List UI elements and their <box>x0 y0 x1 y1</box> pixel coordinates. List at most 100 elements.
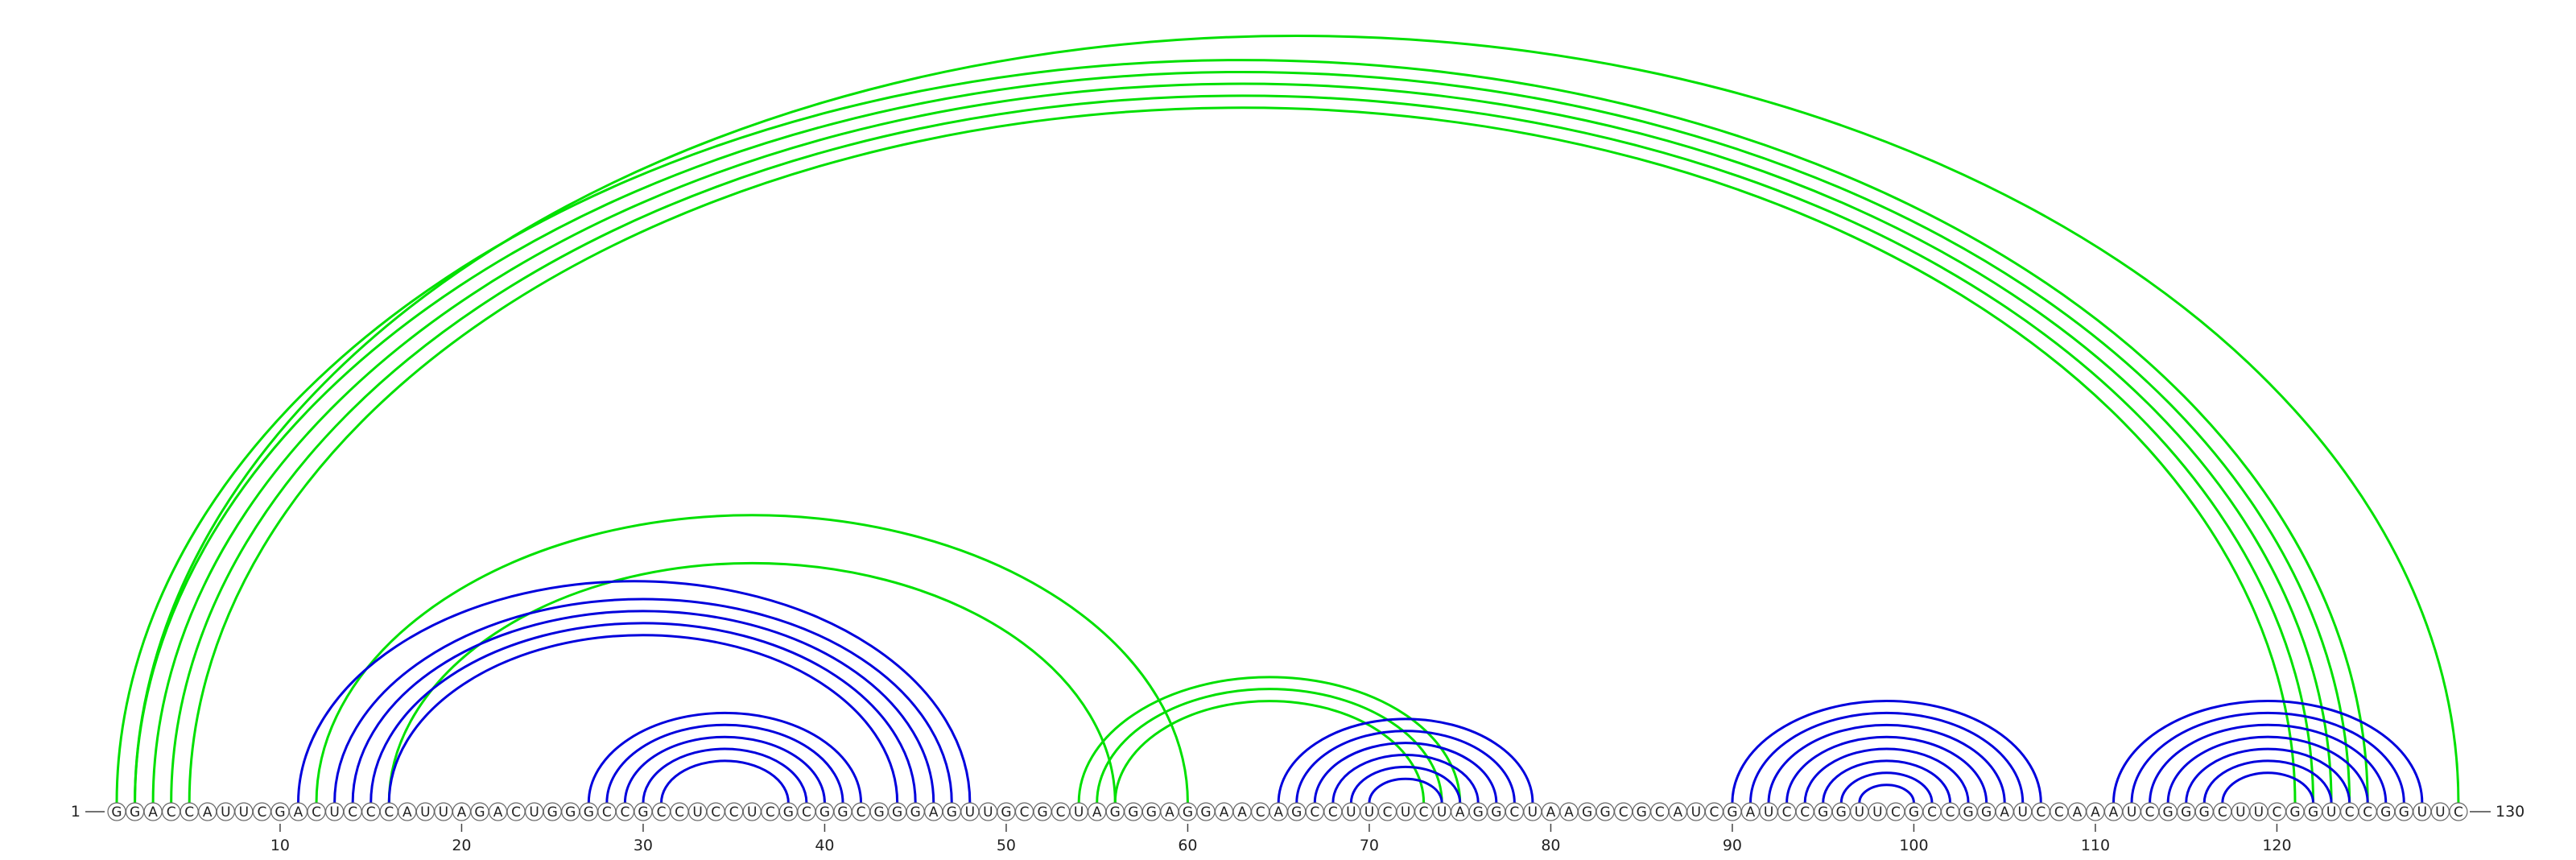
base-pair-arc <box>369 622 917 804</box>
nucleotide: C <box>620 804 630 821</box>
nucleotide: C <box>312 804 321 821</box>
nucleotide: G <box>584 804 594 821</box>
base-pair-arc <box>1077 676 1462 804</box>
nucleotide: U <box>2435 804 2445 821</box>
nucleotide: U <box>692 804 702 821</box>
nucleotide: A <box>203 804 213 821</box>
base-pair-arc <box>1803 747 1970 804</box>
base-pair-arc <box>2112 700 2424 804</box>
nucleotide: U <box>329 804 339 821</box>
nucleotide: C <box>1509 804 1519 821</box>
nucleotide: A <box>148 804 158 821</box>
nucleotide: C <box>1328 804 1338 821</box>
nucleotide: G <box>1291 804 1302 821</box>
nucleotide: C <box>602 804 612 821</box>
nucleotide: G <box>1637 804 1647 821</box>
nucleotide: G <box>1183 804 1193 821</box>
base-pair-arc <box>1313 742 1498 804</box>
nucleotide: U <box>1401 804 1410 821</box>
nucleotide: G <box>2163 804 2174 821</box>
nucleotide: U <box>1346 804 1356 821</box>
nucleotide: U <box>1855 804 1864 821</box>
nucleotide: A <box>929 804 939 821</box>
base-pair-arc <box>1822 759 1952 804</box>
base-pair-arc <box>1839 771 1934 804</box>
nucleotide: C <box>1782 804 1792 821</box>
nucleotide: C <box>1619 804 1629 821</box>
nucleotide: G <box>2308 804 2318 821</box>
nucleotide: U <box>420 804 430 821</box>
nucleotide: C <box>1946 804 1955 821</box>
tick-label: 90 <box>1723 837 1742 854</box>
nucleotide: G <box>1836 804 1847 821</box>
nucleotide: C <box>366 804 376 821</box>
nucleotide: U <box>1074 804 1084 821</box>
nucleotide: C <box>802 804 811 821</box>
nucleotide: C <box>1383 804 1393 821</box>
base-pair-arc <box>2149 723 2388 804</box>
nucleotide: G <box>1727 804 1737 821</box>
tick-label: 70 <box>1360 837 1379 854</box>
nucleotide: A <box>2091 804 2100 821</box>
nucleotide: U <box>2254 804 2264 821</box>
base-pair-arc <box>1368 777 1443 804</box>
nucleotide: A <box>1455 804 1465 821</box>
nucleotide: U <box>2127 804 2136 821</box>
nucleotide: G <box>111 804 122 821</box>
nucleotide: C <box>1056 804 1066 821</box>
nucleotide: C <box>729 804 739 821</box>
nucleotide: G <box>1491 804 1501 821</box>
nucleotide: C <box>1891 804 1901 821</box>
nucleotide: C <box>511 804 521 821</box>
nucleotide: G <box>1473 804 1484 821</box>
nucleotide: G <box>1909 804 1919 821</box>
nucleotide: U <box>2018 804 2028 821</box>
nucleotide: U <box>965 804 975 821</box>
nucleotide: A <box>493 804 503 821</box>
nucleotide: G <box>947 804 957 821</box>
nucleotide: G <box>2199 804 2210 821</box>
base-pair-arc <box>642 747 808 804</box>
tick-label: 120 <box>2262 837 2291 854</box>
base-pair-arc <box>587 711 863 804</box>
nucleotide: G <box>1128 804 1138 821</box>
nucleotide: U <box>2235 804 2245 821</box>
nucleotide: C <box>657 804 667 821</box>
tick-label: 100 <box>1899 837 1928 854</box>
nucleotide: G <box>1981 804 1992 821</box>
base-pair-arc <box>2166 735 2369 804</box>
nucleotide: C <box>1800 804 1810 821</box>
nucleotide: G <box>2181 804 2191 821</box>
nucleotide: C <box>1655 804 1665 821</box>
base-pair-arc <box>351 610 935 804</box>
tick-label: 110 <box>2081 837 2110 854</box>
nucleotide: C <box>1256 804 1265 821</box>
nucleotide: C <box>167 804 176 821</box>
nucleotide: A <box>1237 804 1247 821</box>
nucleotide: G <box>2399 804 2409 821</box>
nucleotide: U <box>1528 804 1538 821</box>
nucleotide: G <box>837 804 848 821</box>
nucleotide-circle <box>2449 802 2468 821</box>
base-pair-arc <box>134 34 2460 804</box>
nucleotide: A <box>1165 804 1174 821</box>
base-pair-arc <box>387 634 899 804</box>
nucleotide: A <box>2109 804 2119 821</box>
nucleotide: U <box>2326 804 2336 821</box>
nucleotide: C <box>348 804 357 821</box>
nucleotide: U <box>1691 804 1701 821</box>
nucleotide: C <box>2145 804 2155 821</box>
base-pair-arc <box>1295 730 1516 804</box>
nucleotide: G <box>1037 804 1047 821</box>
nucleotide: G <box>1818 804 1828 821</box>
nucleotide: C <box>2273 804 2282 821</box>
base-pair-arc <box>151 82 2333 804</box>
base-pair-arc <box>2221 771 2315 804</box>
nucleotide: G <box>874 804 885 821</box>
nucleotide: A <box>1564 804 1574 821</box>
tick-label: 20 <box>452 837 471 854</box>
nucleotide: A <box>1546 804 1556 821</box>
nucleotide: U <box>1764 804 1773 821</box>
nucleotide: A <box>1746 804 1756 821</box>
